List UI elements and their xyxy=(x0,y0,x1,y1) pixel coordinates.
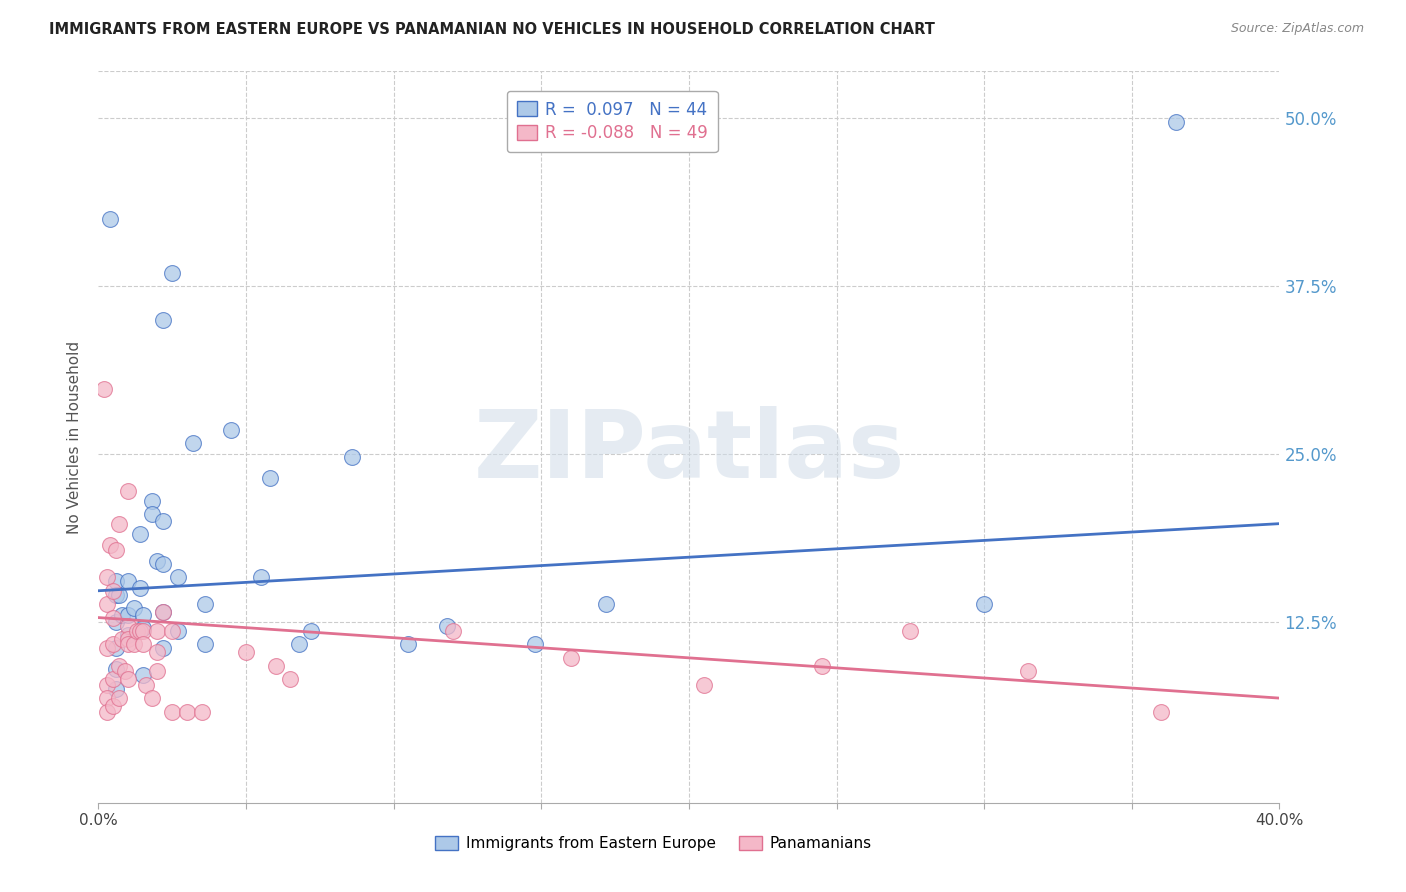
Point xyxy=(152,312,174,326)
Point xyxy=(693,678,716,692)
Point xyxy=(235,645,257,659)
Point xyxy=(105,615,128,629)
Point xyxy=(900,624,922,638)
Point xyxy=(103,699,125,714)
Point xyxy=(146,624,169,638)
Point xyxy=(105,574,128,589)
Point xyxy=(1166,115,1188,129)
Point xyxy=(167,570,190,584)
Point xyxy=(250,570,273,584)
Point xyxy=(117,607,139,622)
Point xyxy=(111,607,134,622)
Point xyxy=(93,383,115,397)
Text: Source: ZipAtlas.com: Source: ZipAtlas.com xyxy=(1230,22,1364,36)
Point xyxy=(132,621,155,635)
Point xyxy=(108,516,131,531)
Point xyxy=(259,471,281,485)
Point xyxy=(162,624,183,638)
Point xyxy=(117,618,139,632)
Point xyxy=(117,637,139,651)
Point xyxy=(103,583,125,598)
Point xyxy=(181,436,204,450)
Text: ZIPatlas: ZIPatlas xyxy=(474,406,904,498)
Point xyxy=(111,632,134,646)
Point xyxy=(128,527,150,541)
Point xyxy=(810,659,832,673)
Point xyxy=(152,641,174,656)
Text: IMMIGRANTS FROM EASTERN EUROPE VS PANAMANIAN NO VEHICLES IN HOUSEHOLD CORRELATIO: IMMIGRANTS FROM EASTERN EUROPE VS PANAMA… xyxy=(49,22,935,37)
Point xyxy=(162,705,183,719)
Point xyxy=(122,637,145,651)
Point xyxy=(176,705,198,719)
Point xyxy=(103,610,125,624)
Point xyxy=(105,662,128,676)
Point xyxy=(441,624,464,638)
Point xyxy=(128,581,150,595)
Point xyxy=(152,605,174,619)
Point xyxy=(105,543,128,558)
Point xyxy=(96,691,118,706)
Point xyxy=(152,514,174,528)
Point xyxy=(194,597,217,611)
Point xyxy=(105,588,128,602)
Point xyxy=(103,637,125,651)
Point xyxy=(117,628,139,642)
Point xyxy=(152,557,174,571)
Point xyxy=(342,450,364,464)
Point xyxy=(141,493,163,508)
Point xyxy=(398,637,420,651)
Point xyxy=(191,705,214,719)
Point xyxy=(221,423,243,437)
Point xyxy=(135,678,157,692)
Point xyxy=(132,668,155,682)
Point xyxy=(152,605,174,619)
Point xyxy=(98,538,121,552)
Point xyxy=(162,266,183,280)
Point xyxy=(122,601,145,615)
Point xyxy=(117,632,139,646)
Point xyxy=(436,618,458,632)
Point xyxy=(264,659,287,673)
Point xyxy=(167,624,190,638)
Point xyxy=(973,597,995,611)
Y-axis label: No Vehicles in Household: No Vehicles in Household xyxy=(67,341,83,533)
Point xyxy=(146,554,169,568)
Point xyxy=(132,607,155,622)
Point xyxy=(524,637,547,651)
Point xyxy=(595,597,617,611)
Point xyxy=(194,637,217,651)
Point xyxy=(96,678,118,692)
Point xyxy=(560,651,582,665)
Point xyxy=(132,637,155,651)
Point xyxy=(96,641,118,656)
Point xyxy=(117,673,139,687)
Point xyxy=(117,484,139,499)
Point xyxy=(114,665,136,679)
Point xyxy=(146,665,169,679)
Point xyxy=(1150,705,1173,719)
Point xyxy=(128,624,150,638)
Point xyxy=(280,673,302,687)
Point xyxy=(108,659,131,673)
Legend: Immigrants from Eastern Europe, Panamanians: Immigrants from Eastern Europe, Panamani… xyxy=(429,830,877,857)
Point xyxy=(96,597,118,611)
Point xyxy=(1018,665,1040,679)
Point xyxy=(103,673,125,687)
Point xyxy=(117,574,139,589)
Point xyxy=(299,624,322,638)
Point xyxy=(98,212,121,227)
Point xyxy=(141,691,163,706)
Point xyxy=(108,691,131,706)
Point xyxy=(132,624,155,638)
Point xyxy=(96,705,118,719)
Point xyxy=(96,570,118,584)
Point xyxy=(141,508,163,522)
Point xyxy=(108,588,131,602)
Point xyxy=(125,624,148,638)
Point xyxy=(288,637,311,651)
Point xyxy=(146,645,169,659)
Point xyxy=(105,681,128,696)
Point xyxy=(105,641,128,656)
